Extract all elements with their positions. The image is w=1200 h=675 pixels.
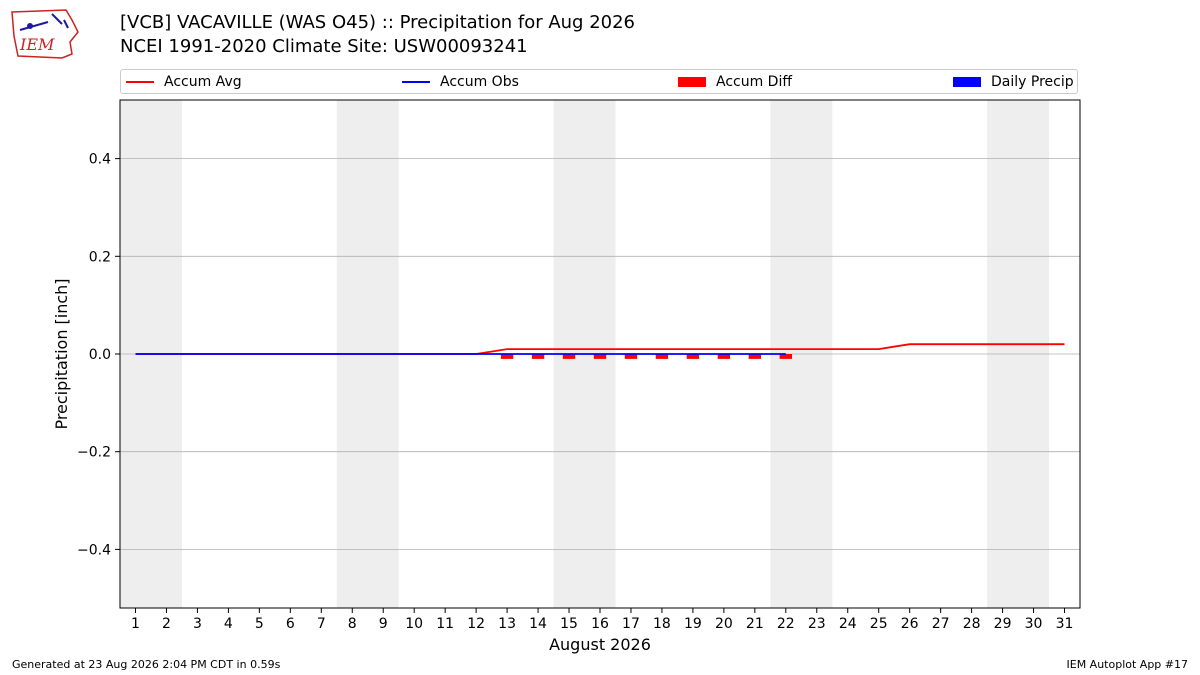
x-tick-label-16: 17 xyxy=(622,616,640,632)
x-tick-label-2: 3 xyxy=(193,616,202,632)
bar-accum-diff-15 xyxy=(562,354,576,359)
legend-swatch-accum-diff xyxy=(678,77,706,87)
bar-accum-diff-14 xyxy=(531,354,545,359)
x-tick-label-23: 24 xyxy=(839,616,857,632)
y-tick-label-1: −0.2 xyxy=(77,445,111,461)
x-tick-label-11: 12 xyxy=(467,616,485,632)
x-tick-label-7: 8 xyxy=(348,616,357,632)
iem-logo: IEM xyxy=(11,9,79,59)
y-tick-label-4: 0.4 xyxy=(89,152,111,168)
x-tick-label-0: 1 xyxy=(131,616,140,632)
chart-title: [VCB] VACAVILLE (WAS O45) :: Precipitati… xyxy=(120,12,636,33)
bar-accum-diff-16 xyxy=(593,354,607,359)
y-axis-label: Precipitation [inch] xyxy=(52,278,71,429)
y-tick-label-0: −0.4 xyxy=(77,542,111,558)
legend-label-accum-obs: Accum Obs xyxy=(440,74,519,90)
legend-swatch-accum-avg xyxy=(126,81,154,83)
x-tick-label-19: 20 xyxy=(715,616,733,632)
bar-accum-diff-17 xyxy=(624,354,638,359)
plot-frame xyxy=(119,99,1081,609)
legend-swatch-accum-obs xyxy=(402,81,430,83)
chart-subtitle: NCEI 1991-2020 Climate Site: USW00093241 xyxy=(120,36,528,57)
x-tick-label-22: 23 xyxy=(808,616,826,632)
bar-accum-diff-19 xyxy=(686,354,700,359)
bar-accum-diff-21 xyxy=(748,354,762,359)
x-tick-label-30: 31 xyxy=(1056,616,1074,632)
x-tick-label-29: 30 xyxy=(1025,616,1043,632)
x-tick-label-3: 4 xyxy=(224,616,233,632)
x-tick-label-15: 16 xyxy=(591,616,609,632)
x-tick-label-27: 28 xyxy=(963,616,981,632)
x-tick-label-18: 19 xyxy=(684,616,702,632)
bar-accum-diff-22 xyxy=(779,354,792,359)
x-tick-label-13: 14 xyxy=(529,616,547,632)
bar-accum-diff-20 xyxy=(717,354,731,359)
x-tick-label-17: 18 xyxy=(653,616,671,632)
x-tick-label-20: 21 xyxy=(746,616,764,632)
generated-timestamp: Generated at 23 Aug 2026 2:04 PM CDT in … xyxy=(12,658,281,671)
x-tick-label-24: 25 xyxy=(870,616,888,632)
x-axis-label: August 2026 xyxy=(549,635,651,654)
legend-label-accum-diff: Accum Diff xyxy=(716,74,793,90)
chart-legend: Accum Avg Accum Obs Accum Diff Daily Pre… xyxy=(120,69,1078,94)
x-tick-label-4: 5 xyxy=(255,616,264,632)
x-tick-label-1: 2 xyxy=(162,616,171,632)
app-credit: IEM Autoplot App #17 xyxy=(1066,658,1189,671)
y-tick-label-3: 0.2 xyxy=(89,249,111,265)
bar-accum-diff-13 xyxy=(500,354,514,359)
x-tick-label-5: 6 xyxy=(286,616,295,632)
legend-label-daily-precip: Daily Precip xyxy=(991,74,1074,90)
x-tick-label-6: 7 xyxy=(317,616,326,632)
x-tick-label-12: 13 xyxy=(498,616,516,632)
bar-accum-diff-18 xyxy=(655,354,669,359)
x-tick-label-14: 15 xyxy=(560,616,578,632)
x-tick-label-21: 22 xyxy=(777,616,795,632)
x-tick-label-9: 10 xyxy=(405,616,423,632)
legend-label-accum-avg: Accum Avg xyxy=(164,74,242,90)
x-tick-label-8: 9 xyxy=(379,616,388,632)
logo-text: IEM xyxy=(19,35,55,54)
x-tick-label-25: 26 xyxy=(901,616,919,632)
x-tick-label-10: 11 xyxy=(436,616,454,632)
x-tick-label-26: 27 xyxy=(932,616,950,632)
x-tick-label-28: 29 xyxy=(994,616,1012,632)
legend-swatch-daily-precip xyxy=(953,77,981,87)
y-tick-label-2: 0.0 xyxy=(89,347,111,363)
